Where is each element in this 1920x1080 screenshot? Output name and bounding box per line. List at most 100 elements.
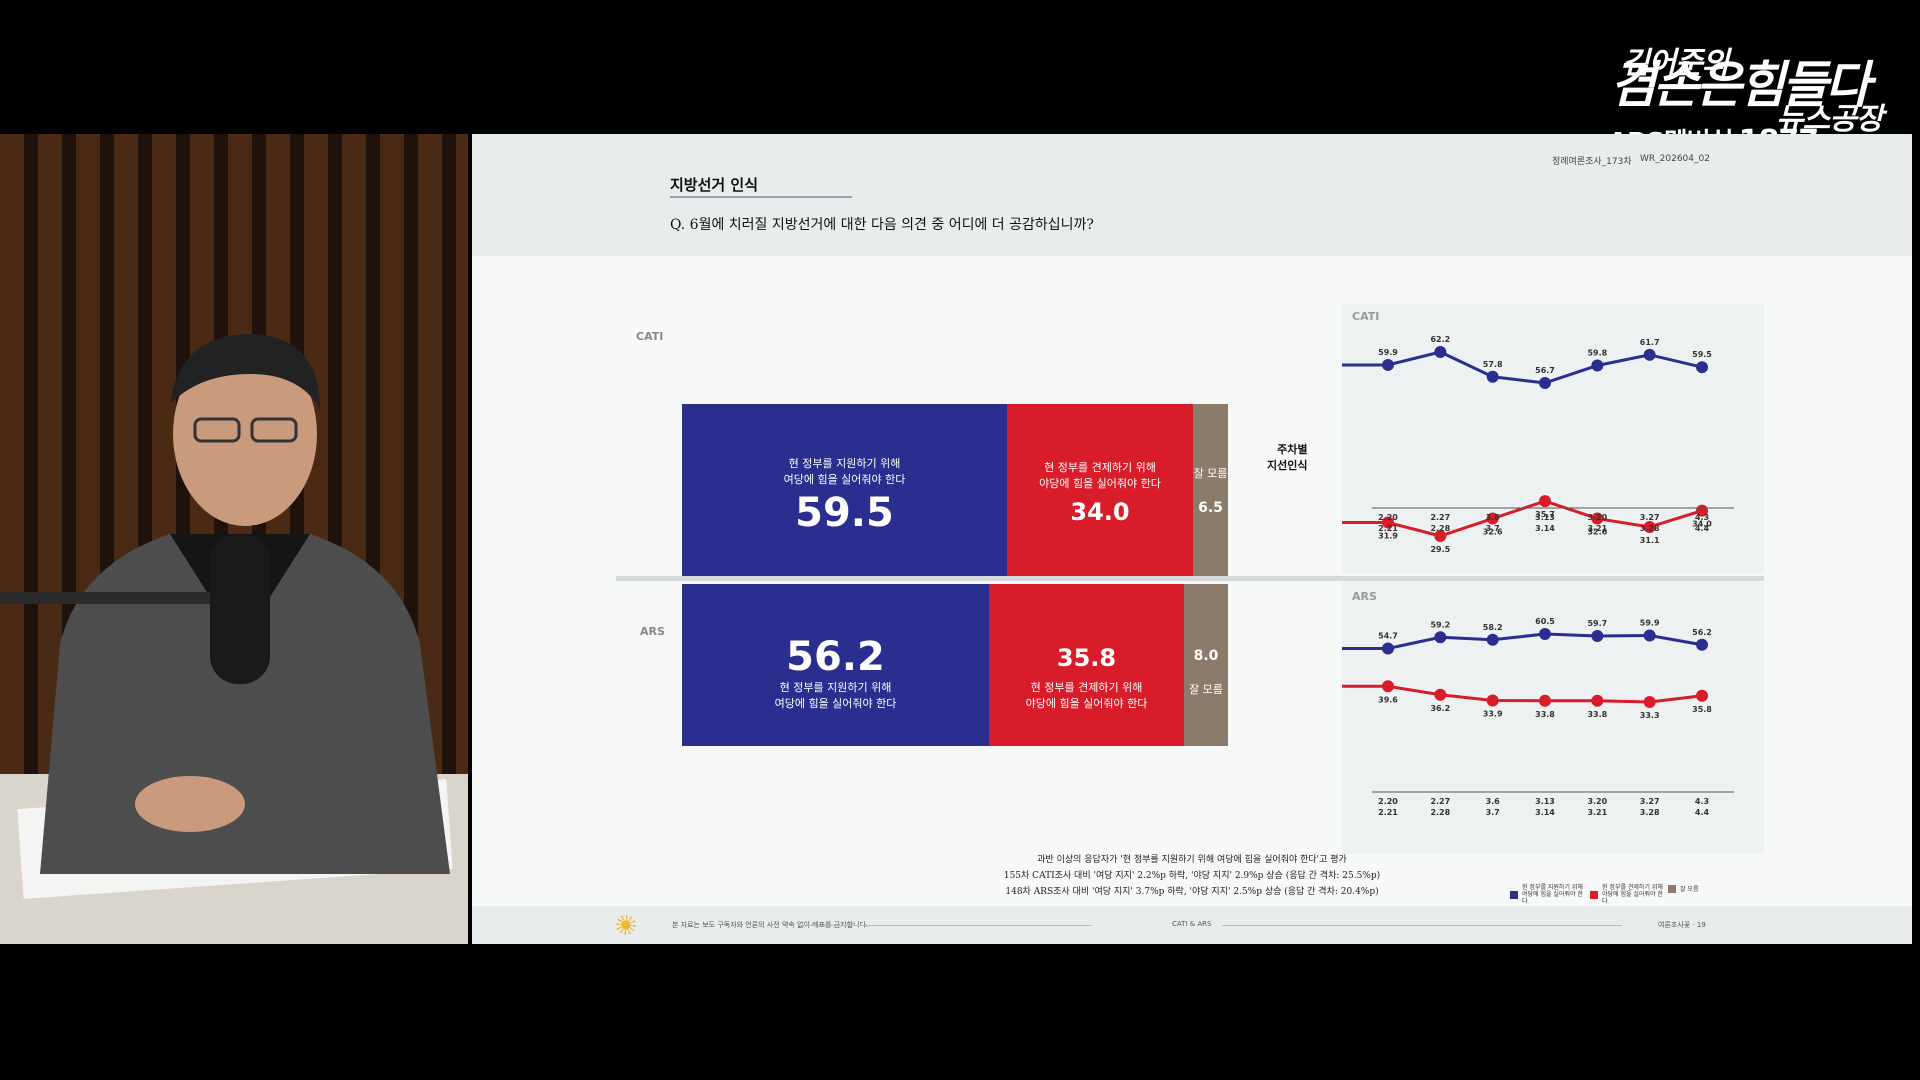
cati-trend-x-tick-label-2: 3.28 xyxy=(1640,524,1660,533)
cati-trend-series-0-data-label: 59.5 xyxy=(1692,350,1712,359)
cati-trend-series-0-point xyxy=(1539,376,1551,389)
ars-trend-series-0-point xyxy=(1382,642,1394,655)
cati-trend-series-0-data-label: 62.2 xyxy=(1430,335,1450,344)
cati-trend-series-0-data-label: 59.9 xyxy=(1378,348,1398,357)
legend-item-ruling: 현 정부를 지원하기 위해 여당에 힘을 실어줘야 한다 xyxy=(1510,884,1584,905)
ars-trend-series-1-data-label: 33.3 xyxy=(1640,711,1660,720)
cati-trend-series-0-point xyxy=(1382,358,1394,371)
cati-trend-x-tick-label-2: 2.21 xyxy=(1378,524,1398,533)
ars-trend-label: ARS xyxy=(1352,590,1377,603)
cati-trend-x-tick-label: 3.6 xyxy=(1486,513,1501,522)
cati-trend-series-1-point xyxy=(1486,512,1499,525)
ars-opposition-segment: 35.8 현 정부를 견제하기 위해 야당에 힘을 실어줘야 한다 xyxy=(989,584,1184,746)
footer-disclaimer: 본 자료는 보도 구독자와 언론의 사전 약속 없이 배포를 금지합니다. xyxy=(672,921,869,929)
legend-label-unsure: 잘 모름 xyxy=(1680,886,1699,893)
ars-trend-x-tick-label: 3.13 xyxy=(1535,797,1555,806)
ars-trend-series-0-point xyxy=(1696,638,1708,651)
ars-trend-series-0-data-label: 59.2 xyxy=(1430,620,1450,629)
cati-trend-x-tick-label: 2.20 xyxy=(1378,513,1398,522)
ars-trend-series-1-point xyxy=(1591,694,1604,707)
cati-unsure-segment: 잘 모름 6.5 xyxy=(1193,404,1228,576)
cati-trend-series-0-point xyxy=(1696,361,1708,374)
ars-unsure-label: 잘 모름 xyxy=(1189,683,1223,696)
ars-trend-series-0-point xyxy=(1486,633,1499,646)
survey-question: Q. 6월에 치러질 지방선거에 대한 다음 의견 중 어디에 더 공감하십니까… xyxy=(670,217,1094,233)
ars-trend-series-1-point xyxy=(1486,694,1499,707)
logo-host-name: 김어준의 xyxy=(1622,46,1729,81)
legend-item-unsure: 잘 모름 xyxy=(1668,884,1698,893)
cati-trend-series-0-data-label: 61.7 xyxy=(1640,338,1660,347)
ars-trend-panel: ARS 54.7 59.2 58.2 60.5 59.7 59.9 56.2 39.6 36.2… xyxy=(1342,582,1764,854)
cati-trend-series-1-data-label: 29.5 xyxy=(1430,545,1450,554)
cati-trend-series-1-data-label: 32.6 xyxy=(1587,528,1607,537)
ars-stacked-bar: 56.2 현 정부를 지원하기 위해 여당에 힘을 실어줘야 한다 35.8 현… xyxy=(682,584,1228,746)
ars-trend-series-1-data-label: 39.6 xyxy=(1378,695,1398,704)
cati-trend-series-0-data-label: 59.8 xyxy=(1587,349,1607,358)
cati-stacked-bar: 현 정부를 지원하기 위해 여당에 힘을 실어줘야 한다 59.5 현 정부를 … xyxy=(682,404,1228,576)
ars-trend-series-0-point xyxy=(1434,631,1447,644)
ars-unsure-segment: 8.0 잘 모름 xyxy=(1184,584,1228,746)
legend-label-opposition: 현 정부를 견제하기 위해 야당에 힘을 실어줘야 한다 xyxy=(1602,884,1663,905)
cati-opp-label-2: 야당에 힘을 실어줘야 한다 xyxy=(1039,477,1161,490)
ars-trend-series-0-data-label: 58.2 xyxy=(1483,623,1503,632)
sunflower-logo-icon xyxy=(616,915,636,935)
ars-trend-series-0-data-label: 59.9 xyxy=(1640,619,1660,628)
trend-header-line2: 지선인식 xyxy=(1267,459,1308,472)
cati-trend-series-1-point xyxy=(1643,520,1656,533)
ars-ruling-value: 56.2 xyxy=(786,634,885,680)
cati-trend-series-1-point xyxy=(1539,495,1551,508)
ars-trend-series-0-line xyxy=(1342,632,1703,650)
ars-trend-series-0-point xyxy=(1539,628,1551,640)
cati-trend-series-1-data-label: 34.0 xyxy=(1692,520,1712,529)
trend-header: 주차별 지선인식 xyxy=(1267,442,1307,474)
cati-trend-label: CATI xyxy=(1352,310,1380,323)
cati-unsure-value: 6.5 xyxy=(1198,500,1223,516)
cati-ruling-value: 59.5 xyxy=(795,490,894,536)
cati-trend-series-1-line xyxy=(1342,499,1703,538)
logo-show-name: 겸손은힘들다 xyxy=(1610,56,1871,114)
ars-trend-chart: 54.7 59.2 58.2 60.5 59.7 59.9 56.2 39.6 36.2 33.9… xyxy=(1342,617,1734,817)
ars-trend-series-1-data-label: 33.8 xyxy=(1587,710,1607,719)
note-line-3: 148차 ARS조사 대비 '여당 지지' 3.7%p 하락, '야당 지지' … xyxy=(1005,887,1379,897)
cati-ruling-label-2: 여당에 힘을 실어줘야 한다 xyxy=(783,473,906,486)
ars-opp-label-2: 야당에 힘을 실어줘야 한다 xyxy=(1025,697,1148,710)
presenter-camera-feed xyxy=(0,134,468,944)
ars-trend-series-1-data-label: 33.9 xyxy=(1483,710,1503,719)
legend-swatch-ruling xyxy=(1510,890,1518,899)
cati-opposition-segment: 현 정부를 견제하기 위해 야당에 힘을 실어줘야 한다 34.0 xyxy=(1007,404,1193,576)
ars-trend-series-0-point xyxy=(1591,630,1604,642)
cati-trend-x-tick-label-2: 4.4 xyxy=(1695,524,1710,533)
ars-trend-series-1-data-label: 36.2 xyxy=(1430,704,1450,713)
logo-show-subtitle: 뉴스공장 xyxy=(1776,102,1883,137)
cati-trend-x-tick-label: 2.27 xyxy=(1430,513,1450,522)
ars-trend-series-1-line xyxy=(1342,684,1703,704)
cati-trend-x-tick-label-2: 2.28 xyxy=(1430,524,1450,533)
section-title: 지방선거 인식 xyxy=(670,176,759,194)
cati-trend-series-1-point xyxy=(1382,516,1394,529)
ars-trend-x-tick-label-2: 2.28 xyxy=(1430,808,1450,817)
ars-trend-x-tick-label-2: 2.21 xyxy=(1378,808,1398,817)
ars-trend-series-1-point xyxy=(1434,688,1447,701)
legend-swatch-unsure xyxy=(1668,884,1676,893)
ars-trend-series-1-data-label: 35.8 xyxy=(1692,705,1712,714)
ars-trend-x-tick-label-2: 3.21 xyxy=(1587,808,1607,817)
ars-trend-series-1-point xyxy=(1539,694,1551,707)
cati-trend-series-0-data-label: 57.8 xyxy=(1483,360,1503,369)
ars-trend-x-tick-label-2: 3.28 xyxy=(1640,808,1660,817)
cati-ruling-segment: 현 정부를 지원하기 위해 여당에 힘을 실어줘야 한다 59.5 xyxy=(682,404,1007,576)
ars-trend-x-tick-label: 2.20 xyxy=(1378,797,1398,806)
cati-trend-series-0-line xyxy=(1342,350,1703,385)
ars-trend-x-tick-label: 2.27 xyxy=(1430,797,1450,806)
cati-trend-series-1-data-label: 35.7 xyxy=(1535,510,1555,519)
ars-ruling-label-1: 현 정부를 지원하기 위해 xyxy=(779,681,892,694)
ars-opp-label-1: 현 정부를 견제하기 위해 xyxy=(1030,681,1143,694)
cati-unsure-label: 잘 모름 xyxy=(1193,467,1228,480)
footer-rule-left xyxy=(802,925,1092,926)
ars-trend-series-1-data-label: 33.8 xyxy=(1535,710,1555,719)
legend-item-opposition: 현 정부를 견제하기 위해 야당에 힘을 실어줘야 한다 xyxy=(1590,884,1664,905)
cati-trend-series-1-point xyxy=(1591,512,1604,525)
ars-trend-series-1-point xyxy=(1643,696,1656,708)
footer-page-label: 여론조사꽃 · 19 xyxy=(1658,921,1706,929)
slide-header xyxy=(472,134,1912,256)
ars-trend-series-0-data-label: 56.2 xyxy=(1692,628,1712,637)
